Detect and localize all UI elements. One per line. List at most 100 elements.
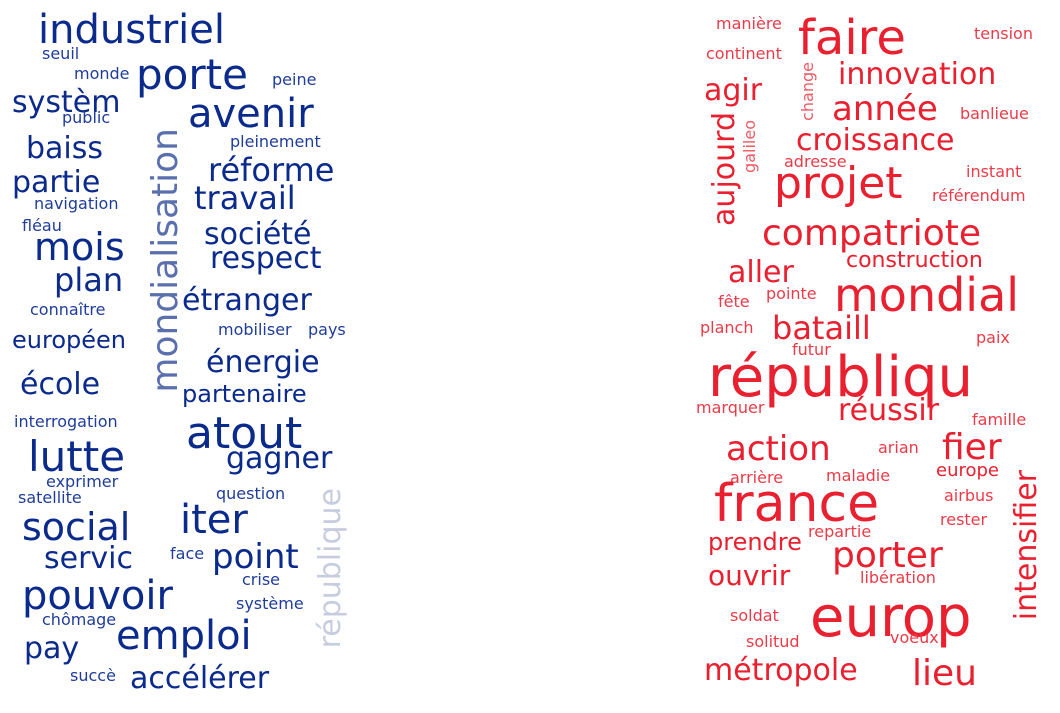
word: pouvoir — [22, 573, 173, 619]
word: projet — [774, 158, 903, 209]
word: banlieue — [960, 104, 1029, 123]
word: travail — [194, 179, 296, 217]
word: peine — [272, 70, 317, 89]
word: continent — [706, 44, 782, 63]
word: fier — [942, 427, 1002, 468]
word: mois — [34, 225, 125, 269]
word: mobiliser — [218, 320, 292, 339]
word: porter — [832, 535, 943, 576]
word: aujourd — [707, 112, 742, 226]
word: avenir — [188, 91, 314, 137]
word: planch — [700, 318, 754, 337]
word: france — [714, 474, 880, 534]
word: société — [204, 217, 312, 252]
word: étranger — [182, 283, 312, 318]
wordcloud-right: manière faire tension continent change i… — [690, 0, 1060, 713]
word: pay — [24, 631, 80, 666]
word: plan — [54, 261, 124, 299]
word: airbus — [944, 486, 994, 505]
word: république — [313, 488, 348, 649]
word: repartie — [808, 522, 872, 541]
word: métropole — [704, 653, 858, 688]
word: innovation — [838, 57, 997, 92]
word: interrogation — [14, 412, 118, 431]
word: libération — [860, 568, 936, 587]
word: paix — [976, 328, 1010, 347]
word: porte — [136, 50, 248, 99]
word: arrière — [730, 468, 784, 487]
word: pays — [308, 320, 346, 339]
word: connaître — [30, 300, 106, 319]
word: intensifier — [1009, 470, 1044, 621]
word: emploi — [116, 613, 252, 659]
word: manière — [716, 14, 782, 33]
word: futur — [792, 340, 831, 359]
wordcloud-left: industriel seuil monde porte peine systè… — [0, 0, 360, 713]
word: public — [62, 108, 111, 127]
word: système — [236, 594, 304, 613]
word: réussir — [838, 393, 940, 428]
word: change — [798, 62, 817, 121]
word: chômage — [42, 610, 117, 629]
word: maladie — [826, 466, 891, 485]
word: année — [832, 89, 938, 129]
word: question — [216, 484, 286, 503]
word: fléau — [22, 216, 62, 235]
word: satellite — [18, 488, 82, 507]
word: iter — [180, 497, 248, 543]
word: énergie — [206, 345, 320, 380]
word: systèm — [12, 85, 121, 120]
word: faire — [798, 10, 906, 66]
word: pleinement — [230, 132, 321, 151]
word: pointe — [766, 284, 817, 303]
word: europe — [936, 460, 999, 481]
word: lutte — [28, 432, 126, 481]
word: bataill — [772, 309, 871, 347]
word: face — [170, 544, 205, 563]
word: agir — [704, 73, 763, 108]
word: prendre — [708, 528, 802, 556]
word: accélérer — [130, 661, 270, 696]
word: respect — [210, 241, 322, 276]
word: solitud — [746, 632, 800, 651]
word: arian — [878, 438, 919, 457]
word: famille — [972, 410, 1027, 429]
word: point — [212, 537, 299, 577]
word: instant — [966, 162, 1022, 181]
word: partie — [12, 165, 101, 200]
word: mondial — [834, 268, 1020, 322]
word: fête — [718, 292, 750, 311]
word: compatriote — [762, 213, 982, 254]
word: ouvrir — [708, 559, 791, 592]
word: succè — [70, 666, 116, 685]
word: crise — [242, 570, 280, 589]
word: européen — [12, 326, 126, 354]
word: aller — [728, 255, 794, 290]
word: navigation — [34, 194, 119, 213]
word: monde — [74, 64, 130, 83]
word: soldat — [730, 606, 779, 625]
word: rester — [940, 510, 988, 529]
word: atout — [186, 408, 303, 459]
word: adresse — [784, 152, 847, 171]
word: mondialisation — [145, 128, 186, 393]
word: baiss — [26, 131, 104, 166]
word: exprimer — [46, 472, 119, 491]
word: tension — [974, 24, 1033, 43]
word: marquer — [696, 398, 765, 417]
word: réforme — [208, 151, 335, 189]
word: social — [22, 505, 131, 549]
word: construction — [846, 248, 983, 273]
word: école — [20, 367, 101, 402]
word: servic — [44, 541, 134, 576]
word: lieu — [912, 653, 977, 694]
word: action — [726, 429, 831, 469]
word: voeux — [890, 628, 939, 647]
word: industriel — [38, 7, 226, 53]
word: galileo — [740, 120, 759, 173]
word: europ — [810, 585, 972, 650]
word: républiqu — [708, 345, 973, 410]
word: croissance — [796, 123, 955, 158]
word: partenaire — [182, 380, 307, 408]
word: gagner — [226, 441, 333, 476]
